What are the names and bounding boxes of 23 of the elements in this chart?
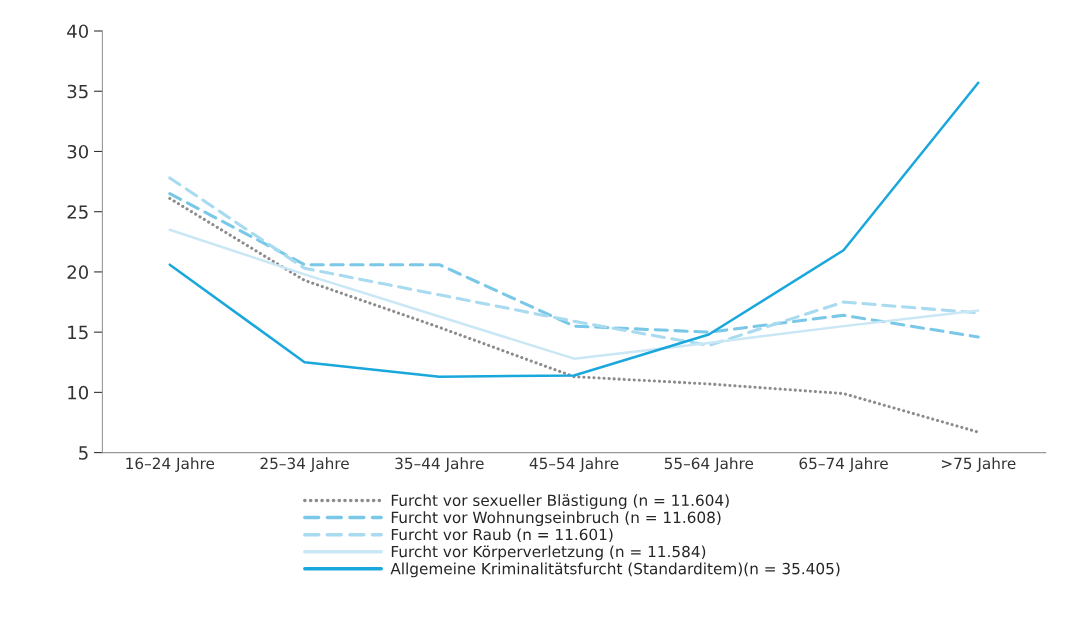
x-tick-label: 65–74 Jahre [799,457,888,472]
y-tick-label: 25 [67,205,88,219]
line-series [168,196,980,434]
y-tick-label: 35 [67,84,88,99]
x-tick-label: 45–54 Jahre [529,457,619,472]
legend-label: Furcht vor Raub (n = 11.601) [391,528,613,543]
legend-label: Allgemeine Kriminalitätsfurcht (Standarditem)(n = 35.405) [390,562,840,578]
legend-label: Furcht vor Wohnungseinbruch (n = 11.608) [391,511,721,527]
legend-label: Furcht vor sexueller Blästigung (n = 11.604) [391,494,729,510]
y-tick-label: 30 [67,144,89,159]
y-tick-label: 40 [67,24,89,39]
x-tick-label: 25–34 Jahre [260,457,349,472]
x-tick-label: 16–24 Jahre [126,457,215,472]
y-tick-label: 20 [67,265,89,280]
x-tick-label: 35–44 Jahre [395,457,484,472]
y-tick-label: 10 [68,385,89,400]
y-tick-label: 5 [79,446,88,460]
legend-label: Furcht vor Körperverletzung (n = 11.584) [391,545,706,561]
line-series [168,228,980,360]
x-tick-label: 55–64 Jahre [664,457,754,472]
x-tick-label: >75 Jahre [941,457,1016,472]
y-tick-label: 15 [68,325,88,340]
line-series [168,81,980,378]
